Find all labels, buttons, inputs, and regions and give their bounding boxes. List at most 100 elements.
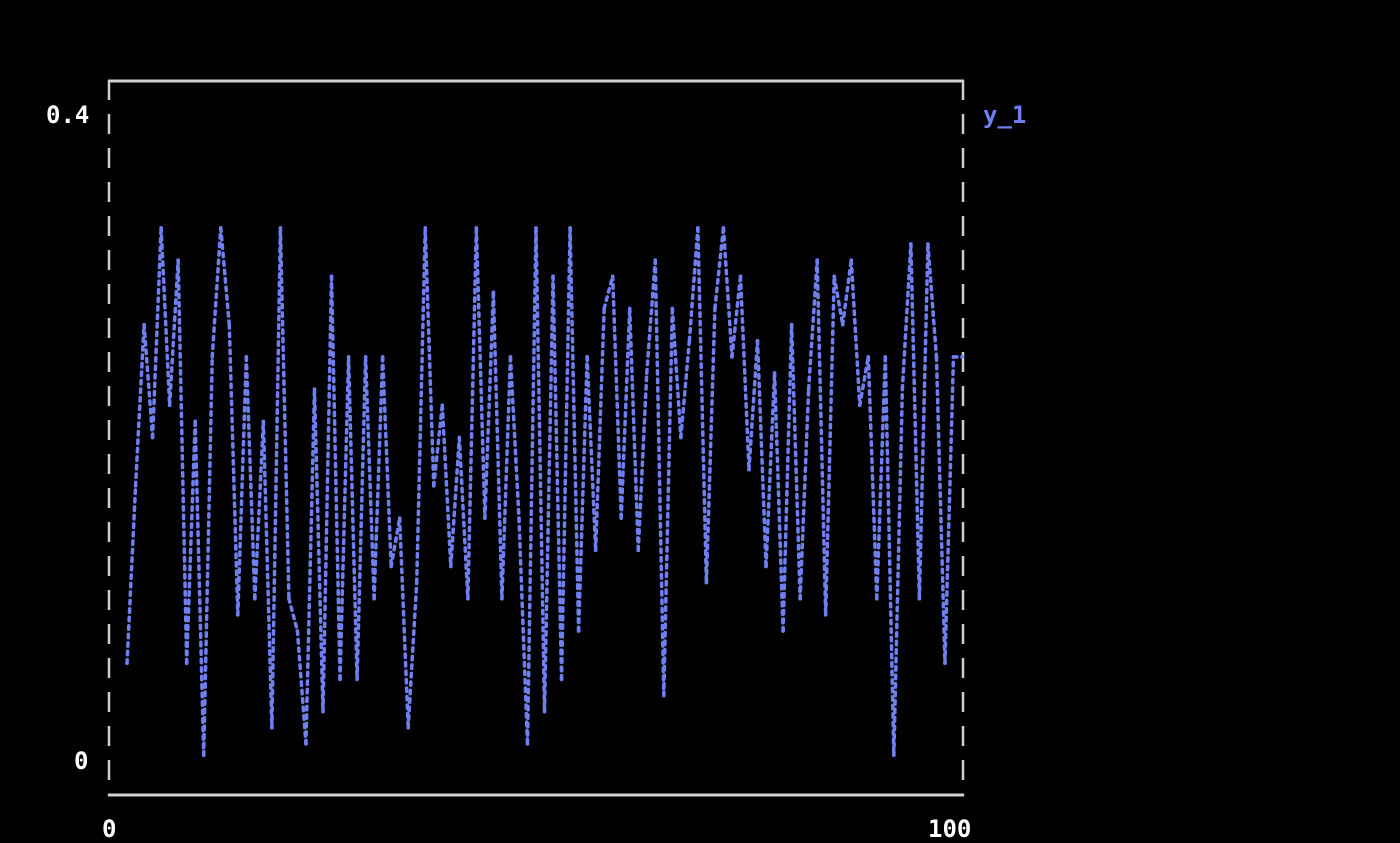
line-segment	[875, 355, 888, 601]
line-segment	[755, 339, 768, 569]
data-point	[551, 274, 555, 279]
data-point	[747, 467, 751, 472]
line-segment	[406, 580, 419, 730]
data-point	[414, 580, 419, 585]
line-segment	[627, 306, 640, 553]
data-point	[287, 596, 291, 601]
data-point	[133, 484, 138, 488]
line-segment	[338, 355, 351, 682]
line-segment	[261, 419, 274, 730]
line-segment	[466, 226, 479, 601]
data-point	[380, 355, 385, 359]
line-segment	[397, 516, 410, 730]
data-point	[423, 226, 428, 230]
line-segment	[278, 226, 291, 601]
data-point	[491, 290, 496, 295]
line-segment	[909, 242, 922, 601]
line-segment	[474, 226, 487, 520]
line-segment	[602, 274, 615, 311]
line-segment	[440, 403, 453, 569]
plot-frame	[107, 79, 965, 797]
data-point	[636, 548, 641, 553]
line-segment	[321, 274, 334, 714]
line-segment	[662, 306, 675, 698]
line-segment	[142, 322, 155, 440]
data-point	[951, 355, 956, 359]
line-segment	[883, 355, 896, 757]
data-point	[772, 371, 777, 375]
line-segment	[687, 226, 700, 343]
data-point	[687, 338, 692, 343]
data-point	[142, 322, 146, 327]
line-segment	[517, 516, 530, 746]
line-segment	[832, 274, 845, 327]
x-tick-label-min: 0	[102, 815, 117, 843]
line-segment	[815, 258, 828, 617]
line-segment	[219, 226, 232, 327]
data-point	[943, 661, 947, 666]
data-point	[440, 403, 445, 408]
line-segment	[500, 355, 513, 601]
line-segment	[840, 258, 853, 327]
data-point	[346, 355, 351, 359]
line-segment	[585, 355, 598, 553]
series-y-1	[125, 226, 964, 757]
line-segment	[304, 387, 317, 746]
data-point	[397, 516, 402, 520]
line-segment	[457, 435, 470, 601]
line-segment	[721, 226, 734, 359]
data-point	[576, 629, 581, 633]
data-point	[389, 564, 393, 569]
data-point	[602, 306, 606, 311]
line-segment	[210, 226, 223, 359]
line-segment	[355, 355, 368, 682]
data-point	[704, 580, 709, 585]
line-segment	[934, 355, 947, 665]
data-point	[193, 419, 197, 424]
line-segment	[414, 226, 427, 585]
line-segment	[432, 403, 445, 488]
data-point	[866, 355, 871, 359]
line-segment	[201, 355, 214, 757]
line-segment	[193, 419, 206, 757]
data-point	[500, 596, 504, 601]
data-point	[857, 403, 862, 408]
line-segment	[619, 306, 632, 520]
data-point	[764, 564, 768, 569]
data-point	[244, 355, 249, 359]
line-segment	[227, 322, 240, 617]
line-segment	[551, 274, 564, 682]
line-segment	[636, 371, 649, 553]
data-point	[431, 484, 436, 488]
line-segment	[823, 274, 836, 617]
data-point	[338, 677, 342, 682]
line-segment	[653, 258, 666, 698]
data-point	[167, 403, 172, 408]
line-segment	[167, 258, 180, 407]
data-point	[406, 725, 411, 730]
line-segment	[346, 355, 359, 682]
data-point	[960, 355, 964, 359]
data-point	[525, 742, 530, 746]
line-segment	[866, 355, 879, 601]
line-segment	[295, 629, 308, 746]
line-segment	[781, 322, 794, 633]
legend-entry-y-1: y_1	[983, 101, 1027, 129]
data-point	[781, 629, 785, 633]
line-segment	[798, 387, 811, 601]
data-point	[696, 226, 700, 230]
line-segment	[508, 355, 521, 520]
data-point	[627, 306, 632, 311]
data-point	[789, 322, 794, 327]
data-point	[227, 322, 232, 327]
data-point	[644, 371, 649, 375]
data-point	[806, 387, 811, 391]
data-point	[253, 596, 257, 601]
line-segment	[534, 226, 547, 714]
line-segment	[483, 290, 496, 520]
x-tick-label-max: 100	[928, 815, 972, 843]
line-segment	[900, 242, 913, 391]
line-segment	[747, 339, 760, 472]
data-point	[372, 596, 376, 601]
data-point	[201, 753, 206, 757]
